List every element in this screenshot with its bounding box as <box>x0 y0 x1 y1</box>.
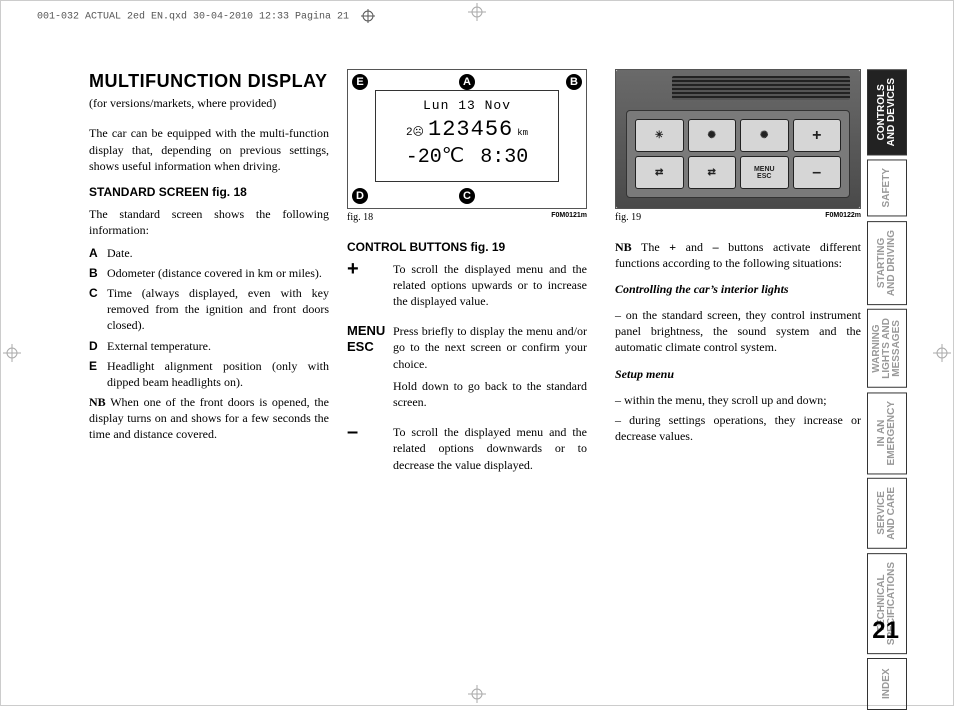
interior-lights-para: – on the standard screen, they control i… <box>615 307 861 356</box>
std-item-text: External temperature. <box>107 338 329 354</box>
callout-C: C <box>459 188 475 204</box>
std-item-E: EHeadlight alignment position (only with… <box>89 358 329 390</box>
page-title: MULTIFUNCTION DISPLAY <box>89 69 329 93</box>
registration-mark-left <box>3 344 21 362</box>
air-vent <box>672 76 850 100</box>
subtitle: (for versions/markets, where provided) <box>89 95 329 111</box>
callout-D: D <box>352 188 368 204</box>
panel-button-5: ⇄ <box>635 156 684 189</box>
registration-mark-bottom <box>468 685 486 703</box>
figure-19-caption: fig. 19 <box>615 211 641 225</box>
figure-18-code: F0M0121m <box>551 211 587 225</box>
column-3: ✳ ✺ ✺ + ⇄ ⇄ MENUESC – fig. 19 F0M0122m N… <box>615 69 861 454</box>
panel-button-plus: + <box>793 119 842 152</box>
right-nb: NB The + and – buttons activate differen… <box>615 239 861 271</box>
ctrl-item-0: +To scroll the displayed menu and the re… <box>347 261 587 316</box>
display-temperature: -20℃ <box>406 144 464 171</box>
setup-menu-para-1: – within the menu, they scroll up and do… <box>615 392 861 408</box>
display-time: 8:30 <box>480 144 528 171</box>
button-panel: ✳ ✺ ✺ + ⇄ ⇄ MENUESC – <box>626 110 850 198</box>
registration-mark-right <box>933 344 951 362</box>
std-item-A: ADate. <box>89 245 329 261</box>
print-header-text: 001-032 ACTUAL 2ed EN.qxd 30-04-2010 12:… <box>37 12 349 23</box>
standard-screen-list: ADate.BOdometer (distance covered in km … <box>89 245 329 391</box>
panel-button-1: ✳ <box>635 119 684 152</box>
callout-E: E <box>352 74 368 90</box>
std-item-key: D <box>89 338 107 354</box>
interior-lights-heading: Controlling the car’s interior lights <box>615 281 861 297</box>
ctrl-item-text: Press briefly to display the menu and/or… <box>393 323 587 416</box>
display-date: Lun 13 Nov <box>382 97 552 115</box>
column-1: MULTIFUNCTION DISPLAY (for versions/mark… <box>89 69 329 453</box>
section-tab-2[interactable]: STARTING AND DRIVING <box>867 221 907 305</box>
setup-menu-para-2: – during settings operations, they incre… <box>615 412 861 444</box>
section-tab-0[interactable]: CONTROLS AND DEVICES <box>867 69 907 155</box>
section-tab-7[interactable]: INDEX <box>867 658 907 710</box>
panel-button-minus: – <box>793 156 842 189</box>
standard-screen-heading: STANDARD SCREEN fig. 18 <box>89 184 329 200</box>
display-headlight-pos: 2☹ <box>406 126 424 141</box>
display-mock: Lun 13 Nov 2☹ 123456 km -20℃ 8:30 <box>375 90 559 182</box>
ctrl-item-key: MENU ESC <box>347 323 393 416</box>
ctrl-item-text: To scroll the displayed menu and the rel… <box>393 424 587 479</box>
page: 001-032 ACTUAL 2ed EN.qxd 30-04-2010 12:… <box>0 0 954 706</box>
dashboard-mock: ✳ ✺ ✺ + ⇄ ⇄ MENUESC – <box>616 70 860 208</box>
figure-19: ✳ ✺ ✺ + ⇄ ⇄ MENUESC – <box>615 69 861 209</box>
figure-19-code: F0M0122m <box>825 211 861 225</box>
standard-screen-note: NB NB When one of the front doors is ope… <box>89 394 329 443</box>
std-item-D: DExternal temperature. <box>89 338 329 354</box>
section-tabs: CONTROLS AND DEVICESSAFETY STARTING AND D… <box>867 69 907 710</box>
panel-button-2: ✺ <box>688 119 737 152</box>
column-2: E A B D C Lun 13 Nov 2☹ 123456 km -20℃ 8… <box>347 69 587 487</box>
print-header: 001-032 ACTUAL 2ed EN.qxd 30-04-2010 12:… <box>37 9 375 23</box>
panel-button-6: ⇄ <box>688 156 737 189</box>
ctrl-item-key: + <box>347 261 393 316</box>
content-area: CONTROLS AND DEVICESSAFETY STARTING AND D… <box>89 69 907 637</box>
figure-19-label: fig. 19 F0M0122m <box>615 211 861 225</box>
std-item-text: Odometer (distance covered in km or mile… <box>107 265 329 281</box>
callout-B: B <box>566 74 582 90</box>
std-item-text: Time (always displayed, even with key re… <box>107 285 329 334</box>
figure-18: E A B D C Lun 13 Nov 2☹ 123456 km -20℃ 8… <box>347 69 587 209</box>
ctrl-item-text: To scroll the displayed menu and the rel… <box>393 261 587 316</box>
registration-mark-top <box>468 3 486 21</box>
std-item-B: BOdometer (distance covered in km or mil… <box>89 265 329 281</box>
std-item-key: C <box>89 285 107 334</box>
std-item-key: B <box>89 265 107 281</box>
figure-18-label: fig. 18 F0M0121m <box>347 211 587 225</box>
display-odometer: 123456 <box>428 115 513 145</box>
display-odometer-unit: km <box>517 127 528 139</box>
section-tab-1[interactable]: SAFETY <box>867 159 907 216</box>
std-item-key: A <box>89 245 107 261</box>
section-tab-4[interactable]: IN AN EMERGENCY <box>867 392 907 474</box>
std-item-C: CTime (always displayed, even with key r… <box>89 285 329 334</box>
ctrl-item-1: MENU ESCPress briefly to display the men… <box>347 323 587 416</box>
page-number: 21 <box>872 617 899 645</box>
ctrl-item-key: – <box>347 424 393 479</box>
callout-A: A <box>459 74 475 90</box>
section-tab-3[interactable]: WARNING LIGHTS AND MESSAGES <box>867 309 907 388</box>
control-buttons-list: +To scroll the displayed menu and the re… <box>347 261 587 479</box>
standard-screen-lead: The standard screen shows the following … <box>89 206 329 238</box>
section-tab-5[interactable]: SERVICE AND CARE <box>867 478 907 549</box>
panel-button-menu-esc: MENUESC <box>740 156 789 189</box>
std-item-text: Date. <box>107 245 329 261</box>
panel-button-3: ✺ <box>740 119 789 152</box>
ctrl-item-2: –To scroll the displayed menu and the re… <box>347 424 587 479</box>
setup-menu-heading: Setup menu <box>615 366 861 382</box>
std-item-key: E <box>89 358 107 390</box>
figure-18-caption: fig. 18 <box>347 211 373 225</box>
std-item-text: Headlight alignment position (only with … <box>107 358 329 390</box>
intro-paragraph: The car can be equipped with the multi-f… <box>89 125 329 174</box>
control-buttons-heading: CONTROL BUTTONS fig. 19 <box>347 239 587 255</box>
